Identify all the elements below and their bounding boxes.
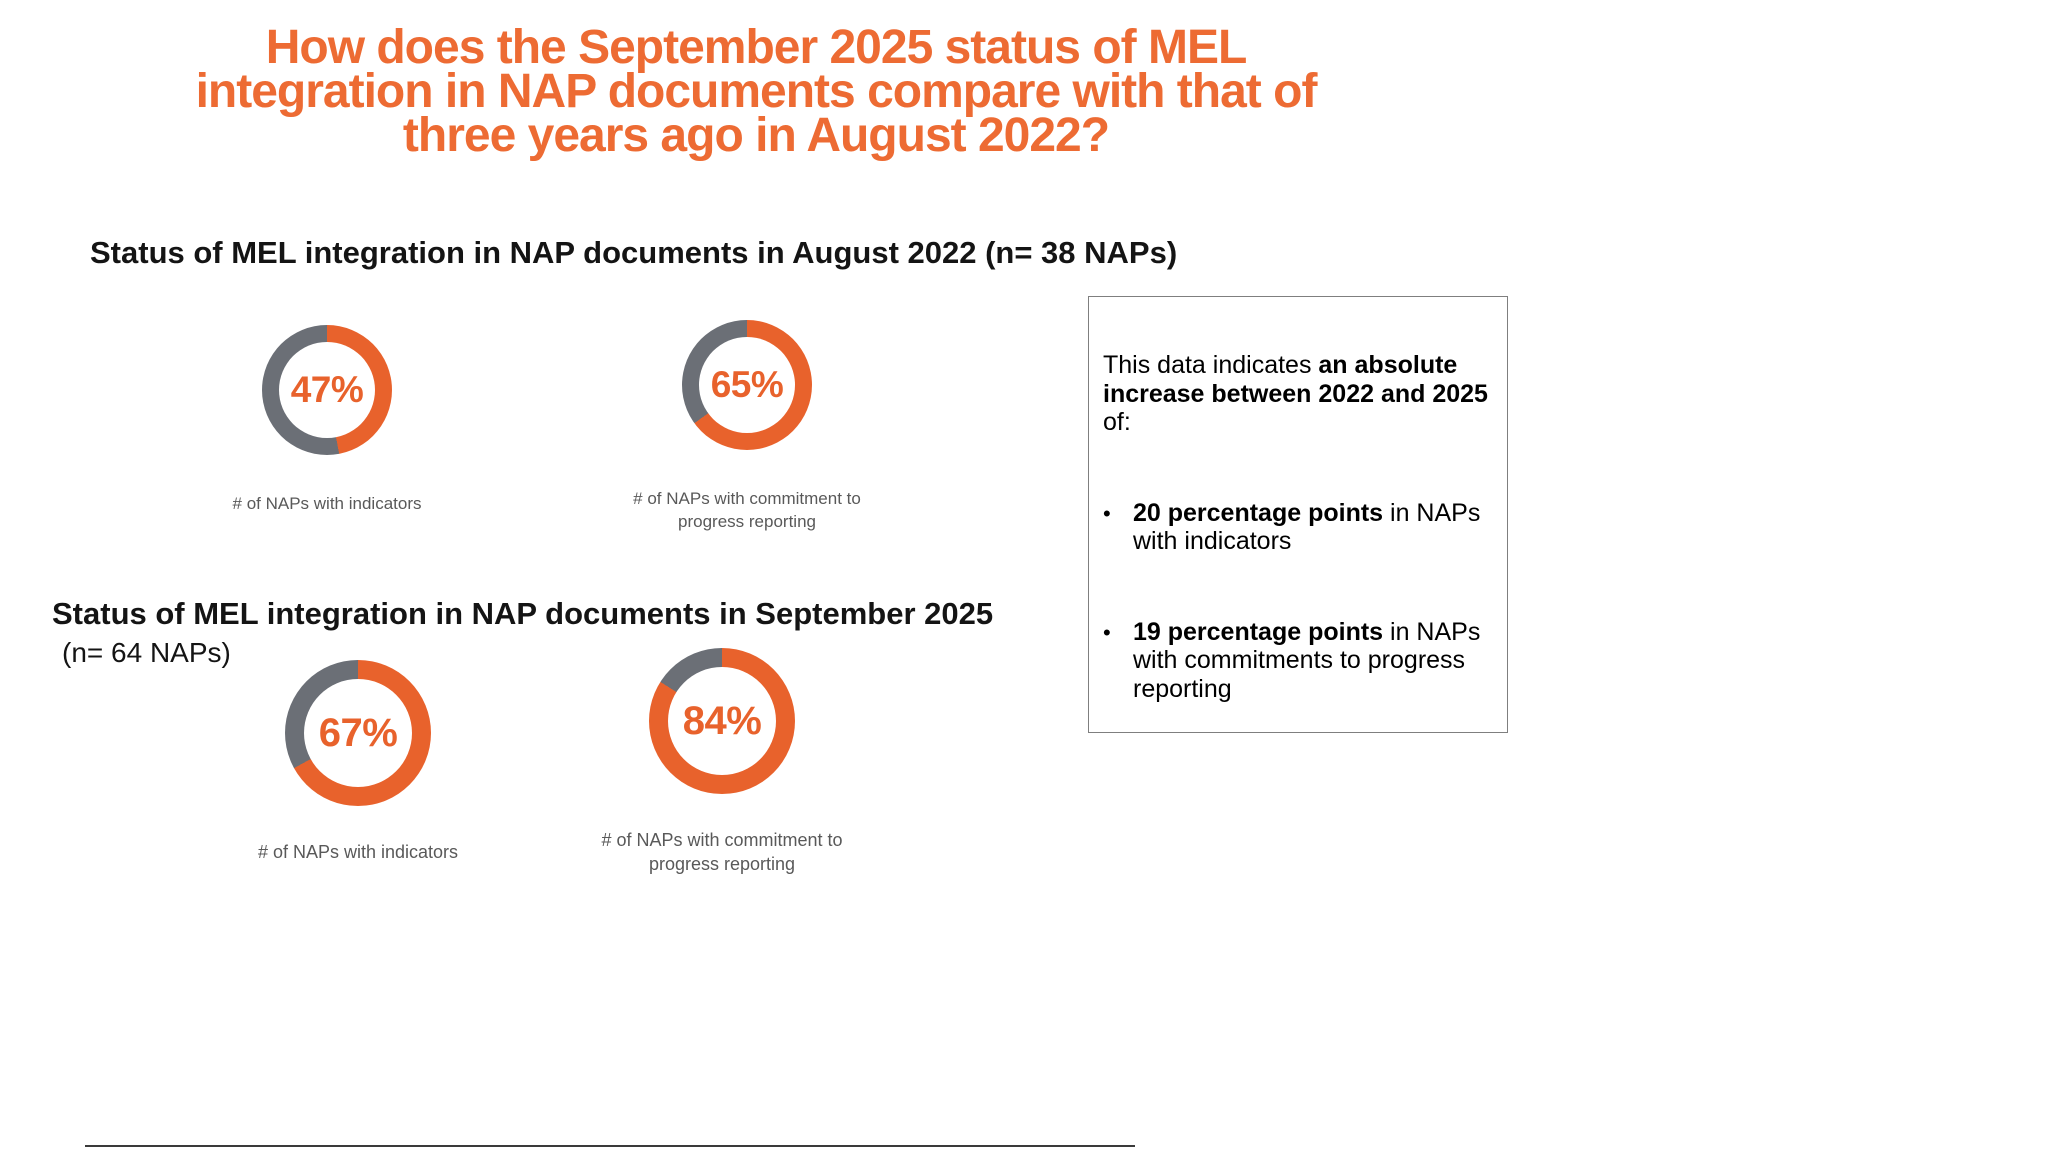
insight-bullet-1-text: 20 percentage points in NAPs with indica… (1133, 499, 1491, 556)
intro-bold: an absolute increase between 2022 and 20… (1103, 351, 1488, 408)
slide-title: How does the September 2025 status of ME… (0, 21, 1512, 163)
intro-pre: This data indicates (1103, 351, 1319, 379)
bullet-icon (1103, 499, 1133, 556)
bullet-2-rest: in NAPs with commitments to progress rep… (1133, 617, 1481, 703)
donut-block-2022-reporting: 65% # of NAPs with commitment to progres… (597, 320, 897, 534)
intro-post: of: (1103, 408, 1131, 436)
donut-value-label: 67% (318, 710, 398, 755)
donut-block-2025-indicators: 67% # of NAPs with indicators (208, 660, 508, 864)
insight-box: This data indicates an absolute increase… (1088, 296, 1508, 733)
donut-chart-2025-reporting: 84% (649, 648, 795, 794)
donut-caption: # of NAPs with commitment to progress re… (633, 489, 861, 531)
section-heading-2025: Status of MEL integration in NAP documen… (52, 596, 994, 631)
donut-value-label: 65% (710, 364, 784, 405)
bullet-1-rest: in NAPs with indicators (1133, 498, 1481, 556)
insight-bullet-2-text: 19 percentage points in NAPs with commit… (1133, 618, 1491, 704)
donut-hole: 84% (668, 667, 776, 775)
bullet-2-bold: 19 percentage points (1133, 617, 1384, 646)
insight-intro: This data indicates an absolute increase… (1103, 351, 1491, 437)
donut-caption: # of NAPs with commitment to progress re… (601, 830, 843, 875)
donut-block-2025-reporting: 84% # of NAPs with commitment to progres… (572, 648, 872, 877)
donut-caption: # of NAPs with indicators (257, 842, 459, 862)
donut-value-label: 47% (290, 369, 364, 410)
donut-caption: # of NAPs with indicators (232, 494, 422, 513)
donut-hole: 65% (699, 337, 795, 433)
donut-hole: 47% (279, 342, 375, 438)
bottom-divider (85, 1145, 1135, 1147)
section-subheading-2025: (n= 64 NAPs) (62, 637, 231, 668)
donut-value-label: 84% (682, 698, 762, 743)
donut-chart-2022-reporting: 65% (682, 320, 812, 450)
title-line-2: integration in NAP documents compare wit… (195, 65, 1318, 119)
insight-bullet-1: 20 percentage points in NAPs with indica… (1103, 499, 1491, 556)
donut-chart-2022-indicators: 47% (262, 325, 392, 455)
donut-hole: 67% (304, 679, 412, 787)
title-line-3: three years ago in August 2022? (402, 109, 1110, 163)
bullet-icon (1103, 618, 1133, 704)
insight-bullet-2: 19 percentage points in NAPs with commit… (1103, 618, 1491, 704)
bullet-1-bold: 20 percentage points (1133, 498, 1384, 527)
donut-block-2022-indicators: 47% # of NAPs with indicators (177, 325, 477, 516)
donut-chart-2025-indicators: 67% (285, 660, 431, 806)
insight-bullet-list: 20 percentage points in NAPs with indica… (1103, 499, 1491, 704)
section-heading-2022: Status of MEL integration in NAP documen… (90, 235, 1178, 270)
title-line-1: How does the September 2025 status of ME… (265, 21, 1248, 74)
